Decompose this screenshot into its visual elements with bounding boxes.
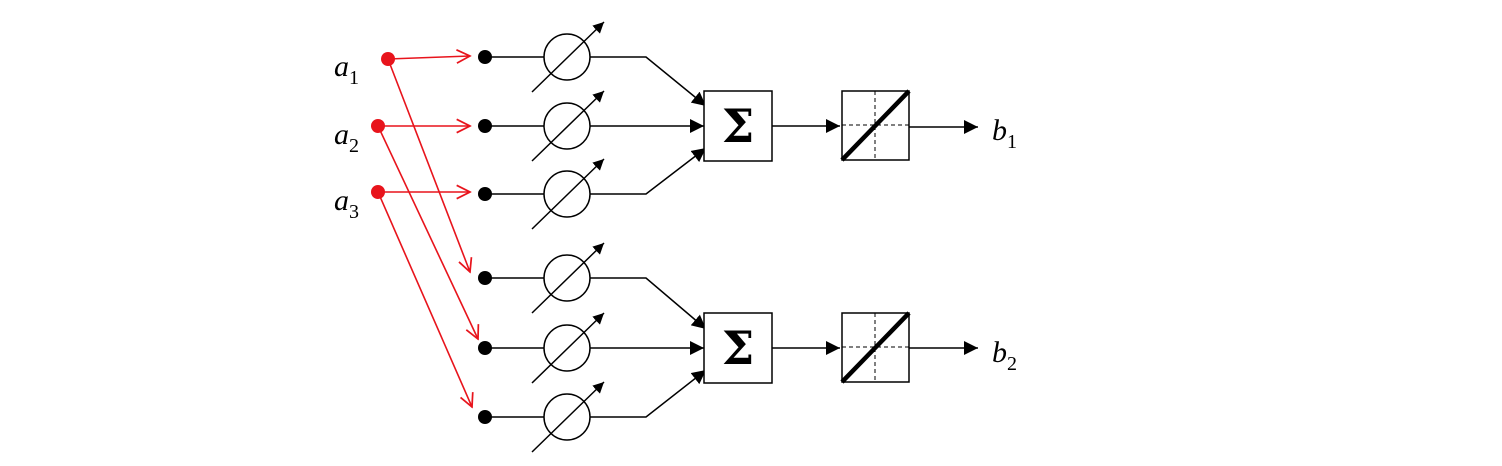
input-node-2 — [371, 119, 385, 133]
activation-1 — [840, 89, 911, 162]
neuron-input-dots — [478, 50, 492, 424]
summer-2: Σ — [703, 312, 773, 384]
summer-2-symbol: Σ — [722, 321, 755, 375]
input-node-3 — [371, 185, 385, 199]
input-label-3: a3 — [334, 184, 359, 223]
distribution-arrows — [377, 56, 478, 407]
input-label-1: a1 — [334, 50, 359, 89]
output-label-2: b2 — [992, 336, 1017, 375]
output-label-1: b1 — [992, 114, 1017, 153]
summation-icon — [703, 90, 773, 162]
neuron-1-inputs — [485, 21, 707, 230]
summation-icon — [703, 312, 773, 384]
input-label-2: a2 — [334, 118, 359, 157]
summer-to-activation-arrows — [772, 119, 840, 355]
input-node-1 — [381, 52, 395, 66]
neuron-2-inputs — [485, 242, 707, 453]
activation-2 — [840, 311, 911, 384]
summer-1-symbol: Σ — [722, 99, 755, 153]
summer-1: Σ — [703, 90, 773, 162]
output-arrows — [909, 120, 978, 355]
